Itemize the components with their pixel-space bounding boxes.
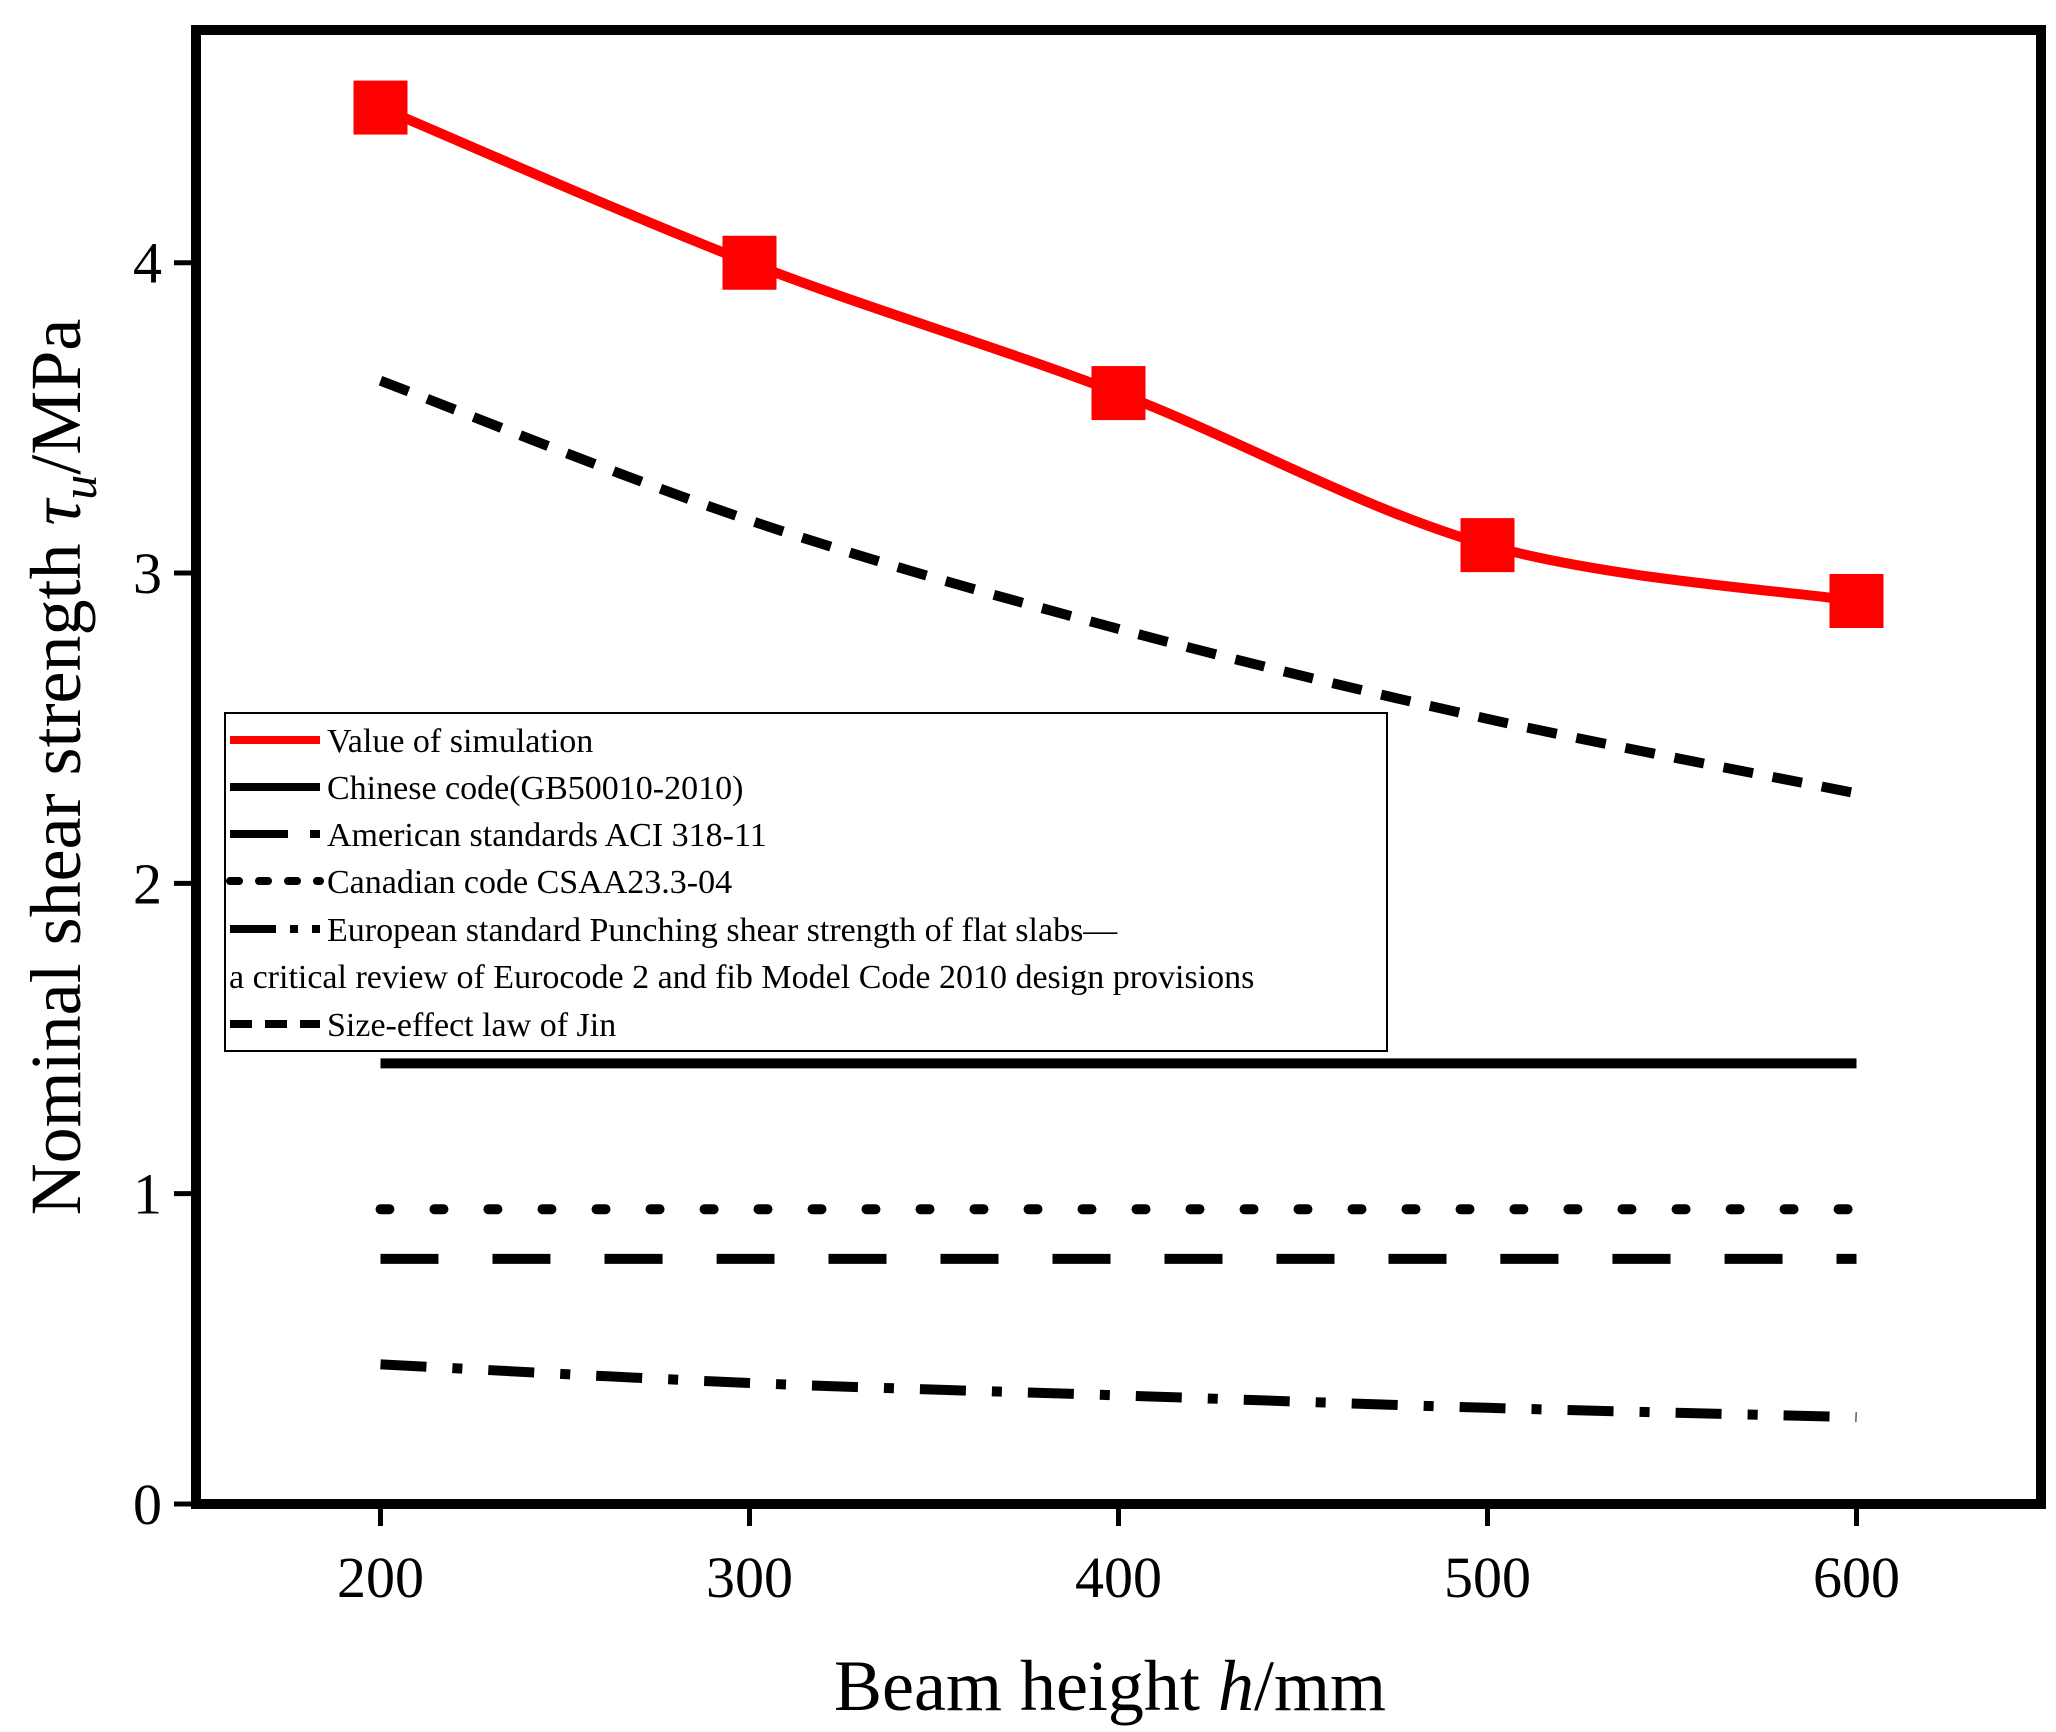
legend-label-size-effect: Size-effect law of Jin — [327, 1007, 616, 1044]
y-tick-label: 4 — [133, 231, 162, 296]
y-axis-title-subscript: u — [51, 475, 107, 500]
y-tick-label: 2 — [133, 851, 162, 916]
series-line-5 — [378, 375, 1858, 799]
x-axis-title: Beam height h/mm — [834, 1646, 1386, 1726]
legend-box — [224, 712, 1388, 1052]
x-tick-label: 300 — [706, 1545, 793, 1610]
legend-label-american: American standards ACI 318-11 — [327, 817, 767, 854]
x-tick-label: 200 — [337, 1545, 424, 1610]
x-tick-label: 400 — [1075, 1545, 1162, 1610]
x-axis-title-var: h — [1218, 1646, 1254, 1726]
legend-label-simulation: Value of simulation — [327, 723, 593, 760]
y-axis-title-symbol: τ — [16, 497, 96, 525]
legend: Value of simulation Chinese code(GB50010… — [224, 712, 1388, 1052]
y-tick-label: 0 — [133, 1472, 162, 1537]
y-axis-title-text: Nominal shear strength — [16, 525, 96, 1215]
legend-label-chinese: Chinese code(GB50010-2010) — [327, 770, 743, 807]
simulation-marker — [722, 235, 777, 290]
x-axis-title-unit: /mm — [1254, 1646, 1386, 1726]
legend-label-european-line2: a critical review of Eurocode 2 and fib … — [229, 959, 1254, 996]
series-layer — [353, 80, 1884, 1423]
y-tick-label: 3 — [133, 541, 162, 606]
x-tick-label: 500 — [1444, 1545, 1531, 1610]
simulation-marker — [353, 80, 408, 135]
series-line-4 — [380, 1359, 1857, 1423]
series-line-0 — [378, 102, 1858, 606]
y-axis-ticks: 0 1 2 3 4 — [133, 231, 196, 1537]
simulation-marker — [1091, 366, 1146, 421]
y-axis-title-unit: /MPa — [16, 319, 96, 475]
legend-label-european: European standard Punching shear strengt… — [327, 912, 1118, 949]
y-tick-label: 1 — [133, 1162, 162, 1227]
simulation-marker — [1460, 518, 1515, 573]
x-axis-title-text: Beam height — [834, 1646, 1218, 1726]
x-axis-ticks: 200 300 400 500 600 — [337, 1504, 1900, 1610]
y-axis-title: Nominal shear strength τu/MPa — [16, 319, 107, 1216]
legend-label-canadian: Canadian code CSAA23.3-04 — [327, 864, 732, 901]
simulation-marker — [1829, 573, 1884, 628]
x-tick-label: 600 — [1813, 1545, 1900, 1610]
